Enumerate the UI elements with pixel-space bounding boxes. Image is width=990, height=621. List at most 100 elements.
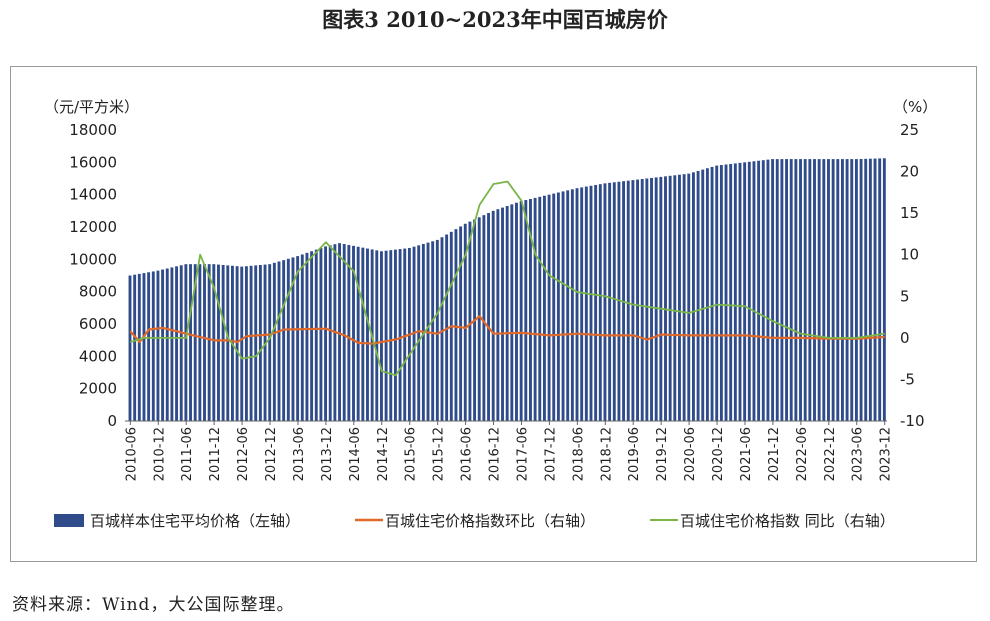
- price-bar: [589, 185, 593, 421]
- price-bar: [347, 244, 351, 421]
- price-bar: [221, 264, 225, 421]
- x-tick-label: 2019-06: [627, 427, 642, 481]
- price-bar: [165, 268, 169, 421]
- price-bar: [268, 264, 272, 421]
- price-bar: [156, 270, 160, 421]
- price-bar: [780, 159, 784, 421]
- price-bar: [384, 250, 388, 421]
- price-bar: [393, 249, 397, 421]
- price-bar: [375, 250, 379, 421]
- price-bar: [389, 250, 393, 421]
- price-bar: [678, 174, 681, 421]
- price-bar: [859, 158, 863, 421]
- price-bar: [608, 182, 612, 421]
- price-bar: [249, 265, 253, 421]
- price-bar: [170, 267, 174, 421]
- price-bar: [356, 246, 360, 421]
- price-bar: [854, 159, 858, 421]
- price-bar: [338, 243, 341, 421]
- left-y-tick-label: 2000: [79, 380, 117, 398]
- price-bar: [515, 202, 518, 421]
- price-bar: [137, 273, 141, 421]
- figure-title: 图表3 2010~2023年中国百城房价: [322, 7, 668, 32]
- source-note: 资料来源：Wind，大公国际整理。: [12, 595, 295, 615]
- x-tick-label: 2020-12: [711, 427, 726, 481]
- price-bar: [733, 163, 737, 421]
- price-bar: [743, 162, 747, 421]
- price-bar: [263, 264, 267, 421]
- right-y-tick-label: -10: [900, 412, 925, 430]
- price-bar: [300, 254, 304, 421]
- right-y-tick-label: 10: [900, 246, 919, 264]
- price-bar: [533, 197, 537, 421]
- price-bar: [817, 159, 821, 421]
- price-bar: [682, 174, 686, 421]
- price-bar: [542, 195, 546, 421]
- legend: 百城样本住宅平均价格（左轴） 百城住宅价格指数环比（右轴） 百城住宅价格指数 同…: [54, 512, 895, 530]
- price-bar: [650, 177, 653, 421]
- price-bar: [184, 264, 188, 421]
- x-tick-label: 2016-12: [488, 427, 503, 481]
- price-bar: [799, 159, 802, 421]
- price-bar: [524, 200, 528, 421]
- x-tick-label: 2010-12: [152, 427, 167, 481]
- price-bar: [491, 210, 495, 421]
- right-y-tick-label: 20: [900, 163, 919, 181]
- price-bar: [454, 229, 458, 421]
- price-bar: [561, 191, 565, 421]
- price-bar: [738, 162, 742, 421]
- price-bar: [314, 249, 318, 421]
- price-bar: [794, 159, 798, 421]
- price-bar: [431, 241, 435, 421]
- price-bar: [258, 264, 262, 421]
- price-bar: [547, 194, 551, 421]
- price-bar: [594, 184, 598, 421]
- price-bar: [128, 275, 132, 421]
- right-y-tick-label: 0: [900, 329, 910, 347]
- price-bar: [147, 272, 151, 421]
- price-bar: [417, 245, 421, 421]
- price-bar: [510, 204, 514, 421]
- price-bar: [701, 169, 705, 421]
- price-bar: [868, 158, 872, 421]
- price-bar: [352, 245, 355, 421]
- price-bar: [496, 209, 500, 421]
- x-tick-label: 2016-06: [460, 427, 475, 481]
- price-bar: [864, 158, 868, 421]
- price-bar: [580, 187, 584, 421]
- price-bar: [291, 257, 295, 421]
- x-tick-label: 2012-06: [236, 427, 251, 481]
- left-y-tick-label: 14000: [69, 186, 117, 204]
- x-tick-label: 2017-06: [515, 427, 530, 481]
- price-bar: [366, 248, 369, 421]
- price-bar: [612, 182, 616, 421]
- left-y-tick-label: 12000: [69, 218, 117, 236]
- price-bar: [827, 159, 830, 421]
- x-tick-label: 2023-12: [879, 427, 894, 481]
- price-bar: [654, 177, 658, 421]
- left-axis-unit: （元/平方米）: [44, 98, 139, 116]
- price-bar: [240, 266, 244, 421]
- price-bar: [282, 260, 286, 421]
- price-bar: [310, 251, 314, 421]
- price-bar: [617, 181, 621, 421]
- price-bar: [584, 186, 588, 421]
- price-bar: [719, 165, 723, 421]
- left-y-tick-label: 0: [107, 412, 117, 430]
- price-bar: [803, 159, 807, 421]
- price-bar: [664, 176, 667, 421]
- x-tick-label: 2021-12: [767, 427, 782, 481]
- x-tick-label: 2019-12: [655, 427, 670, 481]
- price-bar: [319, 248, 323, 421]
- price-bar: [459, 226, 463, 421]
- price-bar: [212, 264, 216, 421]
- price-bar: [296, 256, 300, 421]
- x-tick-label: 2018-06: [571, 427, 586, 481]
- price-bar: [133, 274, 137, 421]
- price-bar: [142, 273, 146, 421]
- price-bar: [636, 179, 639, 421]
- price-bar: [836, 159, 840, 421]
- price-bar: [757, 160, 761, 421]
- left-y-tick-label: 6000: [79, 315, 117, 333]
- price-bar: [566, 190, 570, 421]
